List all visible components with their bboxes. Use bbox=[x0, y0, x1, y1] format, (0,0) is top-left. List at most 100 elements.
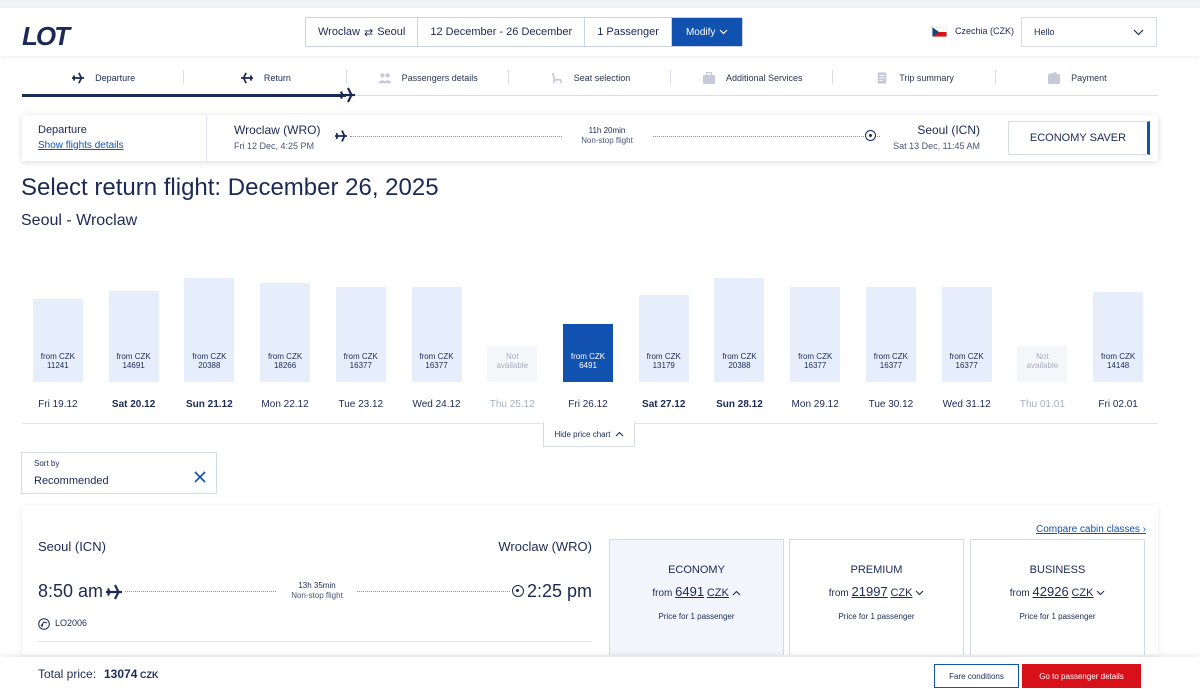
bar-label-value: 16377 bbox=[879, 361, 903, 370]
bar-label-value: 16377 bbox=[349, 361, 372, 370]
price-chart-day[interactable]: from CZK 16377 bbox=[411, 287, 463, 382]
price-chart-day[interactable]: from CZK 20388 bbox=[713, 278, 765, 382]
bar-label-value: 14691 bbox=[122, 361, 145, 370]
day-label: Fri 02.01 bbox=[1098, 399, 1138, 410]
steps-track bbox=[22, 95, 1158, 96]
price-bar[interactable]: from CZK 14148 bbox=[1093, 292, 1144, 382]
close-icon[interactable] bbox=[194, 471, 206, 483]
price-value: 21997 bbox=[851, 584, 888, 599]
plane-icon bbox=[240, 72, 253, 84]
price-bar: Not available bbox=[1017, 346, 1068, 382]
compare-cabin-classes-link[interactable]: Compare cabin classes › bbox=[1036, 524, 1146, 535]
flight-number: LO2006 bbox=[55, 618, 88, 628]
price-bar[interactable]: from CZK 16377 bbox=[865, 287, 916, 382]
show-flight-details-link[interactable]: Show flights details bbox=[38, 140, 124, 151]
price-chart-day[interactable]: from CZK 16377 bbox=[865, 287, 917, 382]
price-footer: Total price: 13074 CZK Fare conditions G… bbox=[0, 657, 1200, 689]
price-chart-day[interactable]: from CZK 11241 bbox=[32, 299, 84, 382]
price-bar[interactable]: from CZK 14691 bbox=[108, 291, 159, 382]
chevron-up-icon bbox=[732, 590, 741, 596]
bar-label-value: 20388 bbox=[728, 361, 751, 370]
price-chart-day[interactable]: from CZK 13179 bbox=[638, 294, 690, 382]
step-payment[interactable]: Payment bbox=[996, 66, 1158, 90]
day-label: Thu 01.01 bbox=[1019, 399, 1065, 410]
route-segment[interactable]: Wroclaw ⇄ Seoul bbox=[306, 18, 419, 46]
step-departure[interactable]: Departure bbox=[22, 66, 185, 90]
destination-marker-icon bbox=[512, 585, 524, 597]
czech-flag-icon bbox=[932, 27, 947, 37]
price-chart-day: Not available bbox=[1016, 346, 1068, 382]
cabin-name: ECONOMY bbox=[668, 564, 725, 576]
day-label: Tue 30.12 bbox=[868, 399, 914, 410]
price-bar[interactable]: from CZK 11241 bbox=[32, 299, 83, 382]
cabin-name: BUSINESS bbox=[1029, 564, 1086, 576]
bar-label-prefix: from CZK bbox=[646, 352, 681, 361]
bar-label-value: 16377 bbox=[804, 361, 827, 370]
chevron-down-icon bbox=[1133, 29, 1144, 35]
cabin-name: PREMIUM bbox=[850, 564, 903, 576]
price-chart-day[interactable]: from CZK 16377 bbox=[335, 287, 387, 382]
flight-search-summary: Wroclaw ⇄ Seoul 12 December - 26 Decembe… bbox=[305, 17, 744, 47]
price-chart-day[interactable]: from CZK 16377 bbox=[941, 287, 993, 382]
price-bar[interactable]: from CZK 16377 bbox=[335, 287, 386, 382]
passengers-segment[interactable]: 1 Passenger bbox=[585, 18, 672, 46]
top-strip bbox=[0, 0, 1200, 8]
price-chart: from CZK 11241 Fri 19.12 from CZK 14691 Sat 2… bbox=[22, 260, 1158, 410]
price-bar[interactable]: from CZK 20388 bbox=[714, 278, 765, 382]
price-bar[interactable]: from CZK 16377 bbox=[411, 287, 462, 382]
page-title: Select return flight: December 26, 2025 bbox=[21, 174, 439, 201]
price-chart-day[interactable]: from CZK 16377 bbox=[789, 287, 841, 382]
bar-label-value: 14148 bbox=[1107, 361, 1130, 370]
price-bar[interactable]: from CZK 16377 bbox=[790, 287, 841, 382]
plane-icon bbox=[335, 130, 347, 142]
price-currency: CZK bbox=[890, 587, 913, 599]
price-bar[interactable]: from CZK 13179 bbox=[638, 294, 689, 382]
dates-segment[interactable]: 12 December - 26 December bbox=[418, 18, 586, 46]
price-chart-day[interactable]: from CZK 6491 bbox=[562, 324, 614, 382]
destination-marker-icon bbox=[865, 130, 876, 141]
bar-label-prefix: from CZK bbox=[419, 352, 454, 361]
price-chart-day[interactable]: from CZK 14691 bbox=[108, 291, 160, 382]
cabin-business[interactable]: BUSINESS from 42926 CZK Price for 1 pass… bbox=[970, 539, 1145, 655]
departure-origin: Wroclaw (WRO) bbox=[234, 123, 321, 137]
bag-icon bbox=[702, 72, 715, 84]
price-bar[interactable]: from CZK 16377 bbox=[941, 287, 992, 382]
bar-label-prefix: from CZK bbox=[570, 352, 606, 361]
plane-icon bbox=[106, 584, 122, 600]
modify-button[interactable]: Modify bbox=[671, 18, 743, 46]
cabin-premium[interactable]: PREMIUM from 21997 CZK Price for 1 passe… bbox=[789, 539, 964, 655]
price-chart-day[interactable]: from CZK 20388 bbox=[183, 278, 235, 382]
day-label: Sat 20.12 bbox=[111, 399, 156, 410]
day-label: Fri 26.12 bbox=[568, 399, 608, 410]
bar-label-prefix: from CZK bbox=[40, 352, 75, 361]
sort-dropdown[interactable]: Sort by Recommended bbox=[21, 452, 217, 494]
bar-label-prefix: Not bbox=[506, 352, 519, 361]
modify-label: Modify bbox=[685, 26, 716, 38]
site-header: LOT bbox=[0, 8, 1200, 56]
go-to-passenger-details-button[interactable]: Go to passenger details bbox=[1022, 664, 1141, 688]
booking-steps: Departure Return Passengers details Seat… bbox=[22, 66, 1158, 90]
country-selector[interactable]: Czechia (CZK) bbox=[955, 26, 1015, 36]
lot-logo[interactable]: LOT bbox=[22, 22, 86, 50]
fare-conditions-button[interactable]: Fare conditions bbox=[934, 664, 1019, 688]
step-divider bbox=[670, 70, 672, 84]
price-chart-day[interactable]: from CZK 18266 bbox=[259, 282, 311, 382]
bar-label-value: 16377 bbox=[425, 361, 448, 370]
hide-price-chart-button[interactable]: Hide price chart bbox=[543, 422, 635, 447]
price-bar[interactable]: from CZK 20388 bbox=[184, 278, 235, 382]
price-bar[interactable]: from CZK 18266 bbox=[260, 282, 311, 382]
step-passengers-details[interactable]: Passengers details bbox=[347, 66, 509, 90]
step-seat-selection[interactable]: Seat selection bbox=[509, 66, 672, 90]
price-bar: Not available bbox=[487, 346, 538, 382]
account-dropdown[interactable]: Hello bbox=[1021, 17, 1157, 47]
fare-family-badge[interactable]: ECONOMY SAVER bbox=[1008, 121, 1150, 155]
bar-label-prefix: from CZK bbox=[949, 352, 984, 361]
price-bar-selected[interactable]: from CZK 6491 bbox=[563, 324, 613, 382]
step-trip-summary[interactable]: Trip summary bbox=[833, 66, 996, 90]
sort-caption: Sort by bbox=[34, 459, 60, 468]
step-additional-services[interactable]: Additional Services bbox=[671, 66, 834, 90]
step-return[interactable]: Return bbox=[184, 66, 347, 90]
price-note: Price for 1 passenger bbox=[658, 612, 735, 621]
price-chart-day[interactable]: from CZK 14148 bbox=[1092, 292, 1144, 382]
cabin-economy[interactable]: ECONOMY from 6491 CZK Price for 1 passen… bbox=[609, 539, 784, 655]
